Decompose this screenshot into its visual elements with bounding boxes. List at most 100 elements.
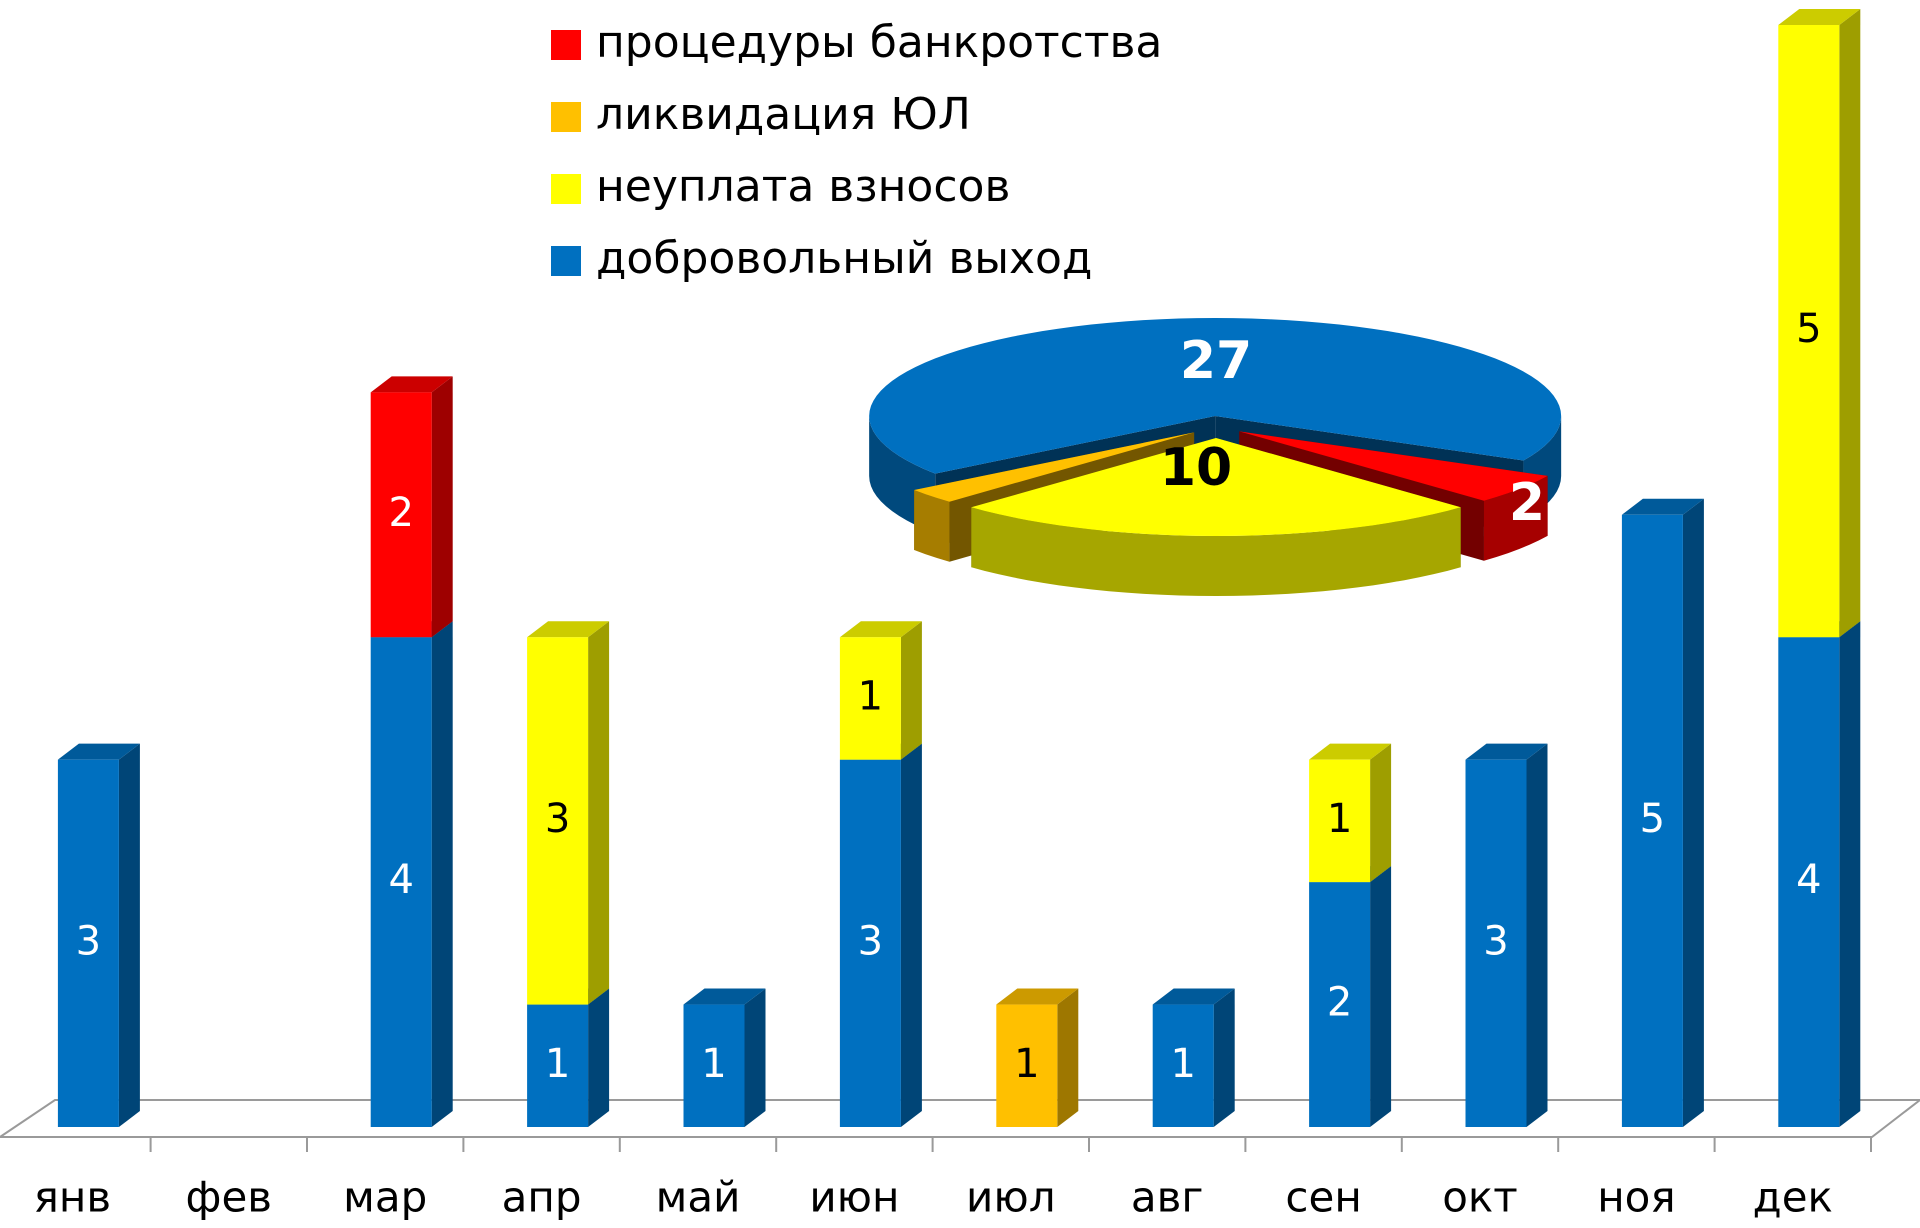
bar-side [1213,988,1235,1127]
bar [527,1004,589,1127]
bar-side [1839,9,1861,638]
data-label: 3 [1483,918,1508,964]
data-label: 5 [1796,306,1821,352]
x-tick-label: мар [343,1173,427,1222]
legend-swatch [551,102,581,132]
bar [1309,882,1371,1127]
pie-label: 2 [1509,473,1545,533]
legend-label: процедуры банкротства [596,17,1162,68]
legend-swatch [551,174,581,204]
bar [370,392,432,638]
bar-side [1370,743,1392,883]
legend-label: ликвидация ЮЛ [596,89,971,140]
bar [683,1004,745,1127]
x-tick-label: янв [34,1173,111,1222]
bar-top [1309,743,1392,760]
bar-segment: 3 [57,743,140,1127]
bar-side [118,743,140,1127]
bar-side [431,621,453,1127]
bar-side [1839,621,1861,1127]
pie-slice [971,438,1461,536]
bar-top [683,988,766,1005]
bar-segment: 1 [1309,743,1392,883]
bar-segment: 5 [1778,9,1861,638]
data-label: 3 [76,918,101,964]
x-tick-label: май [656,1173,741,1222]
bar-segment: 1 [527,988,610,1127]
bar-segment: 4 [370,621,453,1127]
data-label: 5 [1640,796,1665,842]
bar [839,759,901,1127]
bar-segment: 4 [1778,621,1861,1127]
pie-label: 27 [1180,331,1252,391]
bar [1152,1004,1214,1127]
bar-side [1682,498,1704,1127]
data-label: 1 [1014,1041,1039,1087]
bar-top [57,743,140,760]
data-label: 1 [701,1041,726,1087]
data-label: 3 [545,796,570,842]
data-label: 2 [1327,980,1352,1026]
x-tick-label: ноя [1597,1173,1675,1222]
pie-slice [1239,431,1548,501]
x-tick-label: окт [1442,1173,1518,1222]
data-label: 1 [1170,1041,1195,1087]
legend-swatch [551,246,581,276]
bar [527,637,589,1005]
bar-side [900,743,922,1127]
pie-wall [1483,475,1548,561]
pie-slice [869,318,1562,474]
x-tick-label: авг [1131,1173,1204,1222]
bar-side [1370,866,1392,1127]
bar-side [744,988,766,1127]
pie-wall [971,507,1461,596]
legend-swatch [551,30,581,60]
bar-side [1057,988,1079,1127]
bar [1778,25,1840,638]
bar-top [1465,743,1548,760]
pie-label: 10 [1160,438,1232,498]
bar-top [527,621,610,638]
bar-top [839,621,922,638]
bar [1465,759,1527,1127]
pie: 27 2 10 1 [831,318,1562,596]
bar-segment: 3 [527,621,610,1005]
bar-side [900,621,922,760]
x-tick-label: апр [502,1173,582,1222]
pie-slice [914,432,1195,502]
x-tick-label: дек [1753,1173,1833,1222]
x-tick-label: фев [186,1173,273,1222]
bar [1778,637,1840,1127]
data-label: 1 [858,673,883,719]
pie-wall [914,489,950,562]
x-tick-label: июн [809,1173,899,1222]
bar [57,759,119,1127]
bar [1621,514,1683,1127]
bar-side [431,376,453,638]
data-label: 3 [858,918,883,964]
legend-label: добровольный выход [596,233,1092,284]
data-label: 2 [388,490,413,536]
bar-segment: 2 [1309,866,1392,1127]
bar [370,637,432,1127]
x-tick-label: сен [1285,1173,1361,1222]
bar-side [1526,743,1548,1127]
data-label: 1 [1327,796,1352,842]
pie-label: 1 [831,490,867,550]
bar [996,1004,1058,1127]
bar-segment: 5 [1621,498,1704,1127]
legend: процедуры банкротства ликвидация ЮЛ неупла… [551,17,1162,284]
bar [1309,759,1371,883]
bars: 3 4 2 1 3 1 3 1 1 1 2 1 3 5 4 5 [57,9,1861,1127]
bar-top [370,376,453,393]
bar-side [588,621,610,1005]
data-label: 4 [388,857,413,903]
bar-segment: 1 [1152,988,1235,1127]
floor [0,1099,1920,1138]
data-label: 1 [545,1041,570,1087]
bar-top [1152,988,1235,1005]
data-label: 4 [1796,857,1821,903]
bar-segment: 3 [1465,743,1548,1127]
bar-segment: 1 [683,988,766,1127]
